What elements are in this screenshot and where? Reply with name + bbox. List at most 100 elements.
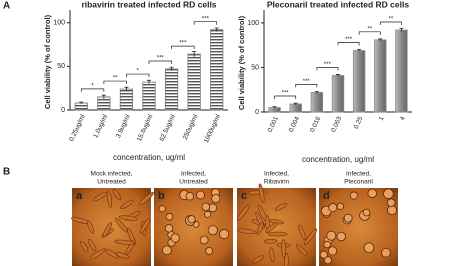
bar [210, 29, 224, 111]
cell [304, 228, 318, 246]
significance-label: * [91, 83, 94, 89]
cell [349, 191, 358, 200]
cell [265, 222, 278, 233]
x-tick-label: 4 [399, 115, 407, 122]
error-bar [214, 27, 219, 32]
significance-label: * [137, 69, 140, 75]
cell [256, 222, 264, 235]
y-axis-label: Cell viability (% of control) [43, 14, 52, 109]
significance-label: *** [324, 62, 332, 68]
cell [281, 239, 287, 259]
cell [139, 218, 151, 234]
significance-bracket [379, 21, 402, 26]
chart-title: ribavirin treated infected RD cells [81, 0, 216, 9]
cell [115, 217, 128, 233]
significance-label: *** [303, 79, 311, 85]
significance-bracket [171, 45, 195, 50]
cell [201, 202, 210, 212]
x-tick-label: 1.0ug/ml [92, 113, 109, 139]
x-axis-label: concentration, ug/ml [302, 155, 374, 164]
cell [207, 225, 218, 236]
significance-bracket [316, 67, 339, 71]
bar [164, 68, 179, 111]
significance-bracket [274, 95, 297, 99]
cell [162, 245, 172, 256]
bar [310, 92, 324, 113]
cell [298, 224, 306, 241]
y-tick-label: 50 [251, 64, 259, 71]
x-tick-label: 250ug/ml [182, 113, 200, 141]
cell [88, 238, 97, 252]
image-caption: Infected, [346, 171, 371, 178]
y-axis-label: Cell viability (% of control) [237, 15, 246, 110]
error-bar [124, 86, 129, 91]
significance-label: *** [157, 56, 165, 62]
cell [204, 210, 212, 218]
cell [269, 247, 275, 263]
micrograph [154, 188, 233, 266]
bar [74, 102, 88, 111]
cell [323, 256, 333, 265]
cell [336, 202, 345, 210]
micrograph [70, 188, 154, 266]
error-bar [147, 79, 151, 84]
cell [258, 183, 265, 204]
cell [112, 188, 122, 201]
cell [205, 246, 214, 255]
cell [165, 212, 174, 221]
x-tick-label: 3.9ug/ml [115, 113, 132, 139]
cell [284, 252, 289, 266]
cell [87, 220, 95, 234]
image-label: b [158, 190, 165, 202]
x-tick-label: 0.25ug/ml [68, 113, 87, 142]
significance-bracket [126, 73, 150, 78]
error-bar [169, 66, 174, 71]
cell [120, 199, 134, 209]
cell [102, 222, 112, 238]
bar [395, 29, 408, 113]
micrograph [319, 188, 398, 266]
significance-bracket [358, 31, 381, 35]
bar [119, 88, 134, 111]
y-tick-label: 100 [247, 20, 259, 27]
cell [367, 188, 377, 199]
significance-bracket [80, 88, 105, 92]
error-bar [192, 51, 197, 57]
chart-title: Pleconaril treated infected RD cells [267, 0, 409, 9]
x-tick-label: 0.25 [353, 115, 365, 130]
cell [274, 202, 288, 211]
significance-label: ** [389, 17, 394, 23]
image-caption: Ribavirin [264, 179, 290, 186]
cell [185, 192, 194, 201]
cell [336, 231, 346, 242]
error-bar [101, 94, 106, 99]
significance-bracket [337, 42, 360, 46]
cell [196, 190, 205, 200]
cell [219, 229, 230, 240]
significance-label: *** [202, 16, 210, 22]
bar [289, 103, 302, 113]
cell [158, 205, 166, 213]
cell [319, 250, 328, 259]
cell [199, 235, 209, 245]
error-bar [272, 106, 277, 109]
cell [381, 247, 391, 258]
image-caption: Infected, [181, 171, 206, 178]
bar [187, 53, 201, 111]
significance-label: *** [282, 91, 290, 97]
cell [343, 213, 353, 223]
x-tick-label: 62.5ug/ml [159, 113, 178, 142]
cell [114, 239, 135, 245]
error-bar [357, 49, 362, 52]
error-bar [399, 27, 404, 32]
image-caption: Mock infected, [91, 171, 133, 178]
cell [267, 231, 288, 237]
significance-label: ** [367, 26, 372, 32]
significance-label: *** [345, 37, 353, 43]
bar [97, 96, 111, 111]
y-tick-label: 0 [61, 107, 65, 114]
cell [106, 190, 113, 208]
bar [142, 81, 156, 111]
cell [387, 205, 397, 216]
cell [251, 255, 264, 264]
